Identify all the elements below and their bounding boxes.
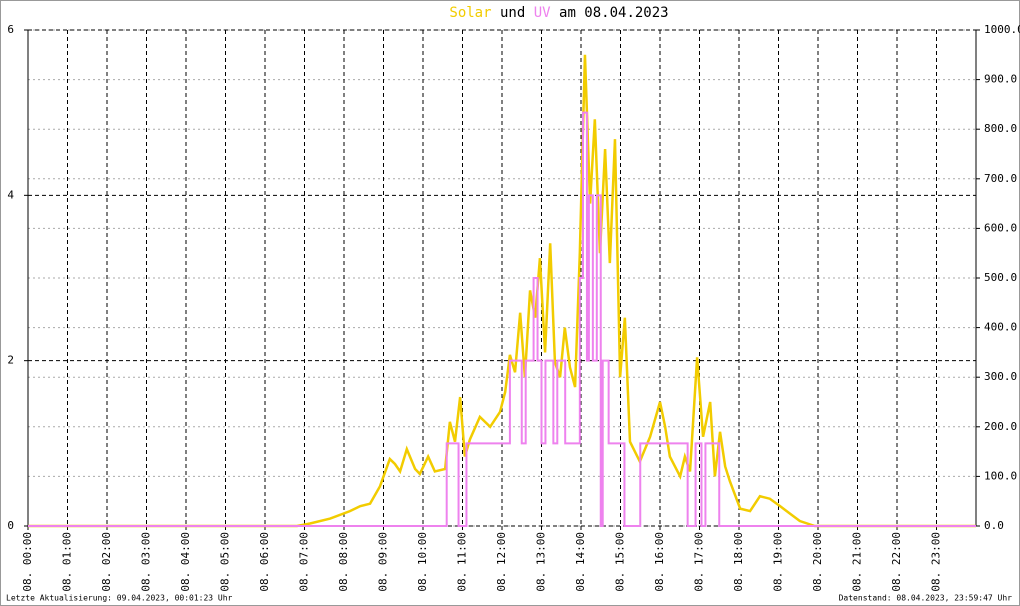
title-uv: UV (534, 5, 551, 21)
x-tick-label: 08. 05:00 (219, 532, 232, 592)
y2-tick-label: 400.0 (984, 321, 1017, 334)
y-tick-label: 6 (7, 23, 14, 36)
y2-tick-label: 300.0 (984, 370, 1017, 383)
y-tick-label: 2 (7, 354, 14, 367)
chart-title: Solar und UV am 08.04.2023 (449, 5, 668, 21)
x-tick-label: 08. 02:00 (100, 532, 113, 592)
title-middle: und (500, 5, 525, 21)
x-tick-label: 08. 21:00 (851, 532, 864, 592)
y2-tick-label: 600.0 (984, 221, 1017, 234)
x-tick-label: 08. 09:00 (377, 532, 390, 592)
title-end: am 08.04.2023 (559, 5, 669, 21)
x-tick-label: 08. 19:00 (772, 532, 785, 592)
title-solar: Solar (449, 5, 491, 21)
x-tick-label: 08. 07:00 (298, 532, 311, 592)
footer-right: Datenstand: 08.04.2023, 23:59:47 Uhr (839, 594, 1013, 603)
x-tick-label: 08. 15:00 (614, 532, 627, 592)
x-tick-label: 08. 23:00 (930, 532, 943, 592)
y2-tick-label: 0.0 (984, 519, 1004, 532)
x-tick-label: 08. 03:00 (140, 532, 153, 592)
x-tick-label: 08. 22:00 (890, 532, 903, 592)
x-tick-label: 08. 06:00 (258, 532, 271, 592)
y-tick-label: 4 (7, 188, 14, 201)
y2-tick-label: 800.0 (984, 122, 1017, 135)
x-tick-label: 08. 10:00 (416, 532, 429, 592)
y2-tick-label: 1000.0 (984, 23, 1020, 36)
x-tick-label: 08. 08:00 (337, 532, 350, 592)
x-tick-label: 08. 11:00 (456, 532, 469, 592)
y2-tick-label: 500.0 (984, 271, 1017, 284)
series-line (28, 111, 976, 527)
series-line (28, 54, 976, 528)
x-tick-label: 08. 20:00 (811, 532, 824, 592)
x-tick-label: 08. 14:00 (574, 532, 587, 592)
footer-left: Letzte Aktualisierung: 09.04.2023, 00:01… (6, 594, 233, 603)
y2-tick-label: 200.0 (984, 420, 1017, 433)
y2-tick-label: 700.0 (984, 172, 1017, 185)
y-tick-label: 0 (7, 519, 14, 532)
x-tick-label: 08. 04:00 (179, 532, 192, 592)
y2-tick-label: 100.0 (984, 469, 1017, 482)
x-tick-label: 08. 12:00 (495, 532, 508, 592)
x-tick-label: 08. 13:00 (535, 532, 548, 592)
x-tick-label: 08. 00:00 (21, 532, 34, 592)
x-tick-label: 08. 18:00 (732, 532, 745, 592)
x-tick-label: 08. 01:00 (61, 532, 74, 592)
y2-tick-label: 900.0 (984, 73, 1017, 86)
x-tick-label: 08. 16:00 (653, 532, 666, 592)
x-tick-label: 08. 17:00 (693, 532, 706, 592)
